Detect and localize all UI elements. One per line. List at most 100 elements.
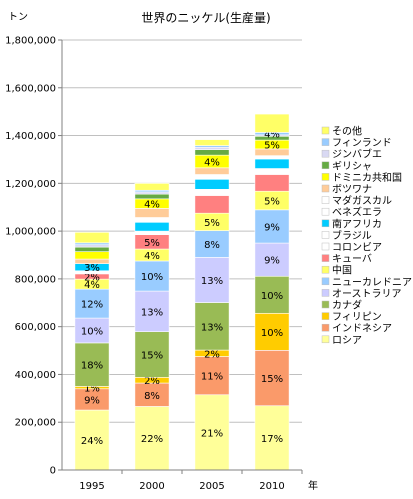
legend-swatch	[321, 312, 330, 320]
bar-segment	[134, 230, 170, 234]
legend-label: ベネズエラ	[332, 206, 382, 219]
data-label: 13%	[141, 307, 163, 318]
bar-segment	[254, 405, 290, 471]
x-tick-label: 1995	[79, 481, 104, 492]
bar-segment	[194, 302, 230, 351]
legend-swatch	[321, 254, 330, 262]
bar-segment	[254, 168, 290, 172]
chart-title: 世界のニッケル(生産量)	[141, 10, 270, 25]
data-label: 13%	[201, 322, 223, 333]
data-label: 4%	[264, 130, 280, 141]
data-label: 2%	[144, 376, 160, 387]
y-tick-label: 0	[50, 466, 56, 477]
y-tick-label: 1,400,000	[5, 131, 56, 142]
legend-swatch	[321, 242, 330, 251]
data-label: 10%	[261, 328, 283, 339]
bar-segment	[134, 406, 170, 471]
x-tick-label: 2000	[139, 481, 164, 492]
data-label: 2%	[204, 349, 220, 360]
x-tick-label: 2010	[259, 481, 284, 492]
bar-segment	[74, 258, 110, 264]
legend-label: ドミニカ共和国	[332, 172, 402, 184]
bar-segment	[134, 331, 170, 378]
legend-label: キューバ	[332, 253, 372, 265]
legend-label: ロシア	[332, 335, 362, 346]
y-tick-label: 1,800,000	[5, 36, 56, 47]
x-axis-unit-label: 年	[308, 479, 318, 492]
data-label: 9%	[264, 222, 280, 233]
legend-swatch	[321, 265, 330, 274]
data-label: 1%	[84, 384, 100, 395]
bar-segment	[254, 312, 290, 351]
bar-segment	[134, 260, 170, 292]
data-label: 4%	[84, 280, 100, 291]
data-label: 5%	[264, 197, 280, 208]
bar-segment	[254, 155, 290, 160]
bar-segment	[74, 232, 110, 244]
x-axis-categories: 1995 2000 2005 2010	[79, 470, 303, 492]
legend-swatch	[321, 126, 330, 135]
data-label: 17%	[261, 434, 283, 445]
bar-segment	[74, 251, 110, 260]
bar-segment	[194, 230, 230, 258]
bar-segment	[194, 146, 230, 150]
legend-swatch	[321, 289, 330, 297]
y-tick-label: 600,000	[15, 322, 56, 333]
bar-segment	[194, 174, 230, 180]
data-label: 22%	[141, 434, 163, 445]
bar-segment	[194, 149, 230, 156]
bar-segment	[254, 158, 290, 169]
bar-segment	[134, 290, 170, 332]
bar-segment	[254, 242, 290, 277]
bar-segment	[134, 221, 170, 232]
legend-label: ギリシャ	[332, 160, 372, 172]
data-label: 4%	[204, 157, 220, 168]
data-label: 15%	[261, 374, 283, 385]
legend-swatch	[321, 277, 330, 286]
legend-label: その他	[332, 125, 362, 138]
data-label: 15%	[141, 350, 163, 361]
data-label: 18%	[81, 361, 103, 372]
data-label: 10%	[141, 272, 163, 283]
legend-swatch	[321, 184, 330, 193]
legend-label: マダガスカル	[332, 194, 392, 207]
legend-swatch	[321, 231, 330, 239]
legend-label: フィンランド	[332, 137, 392, 149]
legend-label: ニューカレドニア	[332, 276, 412, 288]
legend-label: 南アフリカ	[332, 217, 382, 230]
bar-segment	[194, 167, 230, 175]
data-label: 4%	[144, 200, 160, 211]
bar-segment	[254, 113, 290, 133]
stacked-bars: 24%9%1%18%10%12%4%2%3%22%8%2%15%13%10%4%…	[74, 113, 290, 471]
data-label: 10%	[81, 326, 103, 337]
y-tick-label: 400,000	[15, 370, 56, 381]
data-label: 5%	[204, 218, 220, 229]
legend-label: コロンビア	[332, 242, 382, 254]
data-label: 21%	[201, 428, 223, 439]
bar-segment	[74, 342, 110, 387]
legend-swatch	[321, 161, 330, 170]
bar-segment	[194, 190, 230, 196]
bar-segment	[74, 246, 110, 252]
data-label: 8%	[144, 391, 160, 402]
y-axis-ticks: 0 200,000 400,000 600,000 800,000 1,000,000 1,…	[5, 36, 62, 477]
bar-segment	[134, 183, 170, 191]
legend-label: 中国	[332, 264, 352, 277]
bar-segment	[134, 191, 170, 195]
bar-segment	[194, 257, 230, 303]
data-label: 4%	[144, 251, 160, 262]
legend-label: ボツワナ	[332, 184, 372, 196]
legend-label: オーストラリア	[332, 288, 402, 300]
bar-segment	[134, 217, 170, 223]
legend-swatch	[321, 196, 330, 204]
data-label: 12%	[81, 300, 103, 311]
data-label: 8%	[204, 240, 220, 251]
data-label: 5%	[144, 238, 160, 249]
bar-segment	[74, 244, 110, 248]
y-tick-label: 1,600,000	[5, 83, 56, 94]
data-label: 9%	[84, 395, 100, 406]
bar-segment	[254, 350, 290, 407]
legend-label: インドネシア	[332, 323, 392, 335]
data-label: 2%	[84, 273, 100, 284]
